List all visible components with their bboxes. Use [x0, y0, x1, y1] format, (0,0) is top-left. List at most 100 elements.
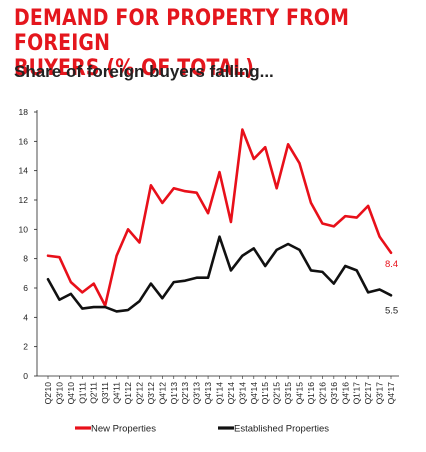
data-point: [92, 306, 95, 308]
x-tick-label: Q4'14: [249, 382, 259, 405]
data-point: [115, 310, 118, 313]
y-tick-label: 8: [23, 254, 28, 264]
x-tick-label: Q2'11: [89, 382, 99, 404]
data-point: [252, 158, 255, 160]
y-tick-label: 2: [23, 342, 28, 352]
data-point: [218, 171, 221, 174]
legend-established-properties: Established Properties: [234, 424, 329, 435]
data-point: [184, 279, 187, 282]
chart-subtitle: Share of foreign buyers falling...: [14, 62, 274, 81]
data-point: [58, 256, 61, 259]
y-tick-label: 12: [19, 195, 29, 205]
chart-title: DEMAND FOR PROPERTY FROM FOREIGN BUYERS …: [14, 6, 350, 81]
x-tick-label: Q2'17: [363, 382, 373, 405]
data-point: [150, 184, 152, 187]
y-tick-label: 6: [23, 283, 28, 293]
x-tick-label: Q2'14: [226, 382, 236, 405]
data-point: [355, 216, 358, 219]
data-point: [150, 282, 152, 285]
data-point: [69, 281, 72, 284]
data-point: [115, 254, 118, 257]
data-point: [230, 269, 232, 272]
data-point: [367, 291, 370, 294]
data-point: [161, 202, 164, 204]
x-tick-label: Q2'13: [180, 382, 190, 405]
y-tick-label: 16: [19, 136, 29, 146]
data-point: [344, 215, 347, 218]
data-point: [390, 251, 392, 254]
data-point: [58, 298, 61, 301]
end-label: 8.4: [385, 259, 398, 270]
data-point: [138, 300, 141, 303]
x-tick-label: Q2'12: [134, 382, 144, 405]
x-tick-label: Q3'13: [192, 382, 202, 405]
x-tick-label: Q4'15: [295, 382, 305, 405]
data-point: [218, 235, 221, 238]
data-point: [207, 212, 209, 215]
data-point: [104, 306, 107, 308]
data-point: [367, 204, 370, 207]
data-point: [344, 265, 347, 267]
x-tick-label: Q2'10: [43, 382, 53, 405]
data-point: [127, 309, 129, 311]
data-point: [298, 162, 301, 165]
x-tick-label: Q1'14: [215, 382, 225, 405]
x-tick-label: Q3'11: [100, 382, 110, 404]
x-tick-label: Q3'16: [329, 382, 339, 405]
x-tick-label: Q3'15: [283, 382, 293, 405]
data-point: [195, 276, 198, 279]
data-point: [47, 278, 49, 281]
x-tick-label: Q4'17: [386, 382, 396, 405]
data-point: [127, 228, 129, 231]
data-point: [355, 269, 358, 272]
data-point: [275, 187, 278, 190]
y-tick-label: 10: [19, 224, 29, 234]
data-point: [241, 254, 244, 257]
y-tick-label: 0: [23, 371, 28, 381]
data-point: [378, 235, 381, 238]
series-line-established-properties: [46, 235, 393, 313]
data-point: [275, 248, 278, 251]
data-point: [81, 291, 84, 294]
data-point: [241, 128, 244, 131]
data-point: [321, 222, 324, 225]
x-tick-label: Q4'12: [157, 382, 167, 405]
series-line-new-properties: [46, 128, 393, 307]
x-tick-label: Q1'11: [77, 382, 87, 404]
x-tick-label: Q4'16: [340, 382, 350, 405]
data-point: [184, 190, 187, 193]
data-point: [69, 292, 72, 295]
x-tick-label: Q3'17: [375, 382, 385, 405]
x-tick-label: Q3'10: [54, 382, 64, 405]
data-point: [195, 191, 198, 194]
data-point: [252, 247, 255, 250]
x-tick-label: Q1'12: [123, 382, 133, 405]
x-tick-label: Q4'10: [66, 382, 76, 405]
x-tick-label: Q1'17: [352, 382, 362, 405]
x-tick-label: Q4'13: [203, 382, 213, 405]
x-tick-label: Q2'16: [317, 382, 327, 405]
data-point: [264, 265, 267, 267]
data-point: [264, 146, 267, 149]
y-tick-label: 4: [23, 312, 28, 322]
x-tick-label: Q3'12: [146, 382, 156, 405]
x-tick-label: Q2'15: [272, 382, 282, 405]
data-point: [207, 276, 209, 279]
data-point: [390, 294, 392, 297]
data-point: [310, 202, 312, 204]
data-point: [332, 225, 335, 228]
data-point: [310, 269, 312, 272]
x-tick-label: Q3'14: [237, 382, 247, 405]
data-point: [172, 281, 175, 284]
data-point: [172, 187, 175, 190]
data-point: [287, 243, 289, 245]
data-point: [321, 270, 324, 273]
x-tick-label: Q1'16: [306, 382, 316, 405]
data-point: [298, 248, 301, 251]
x-tick-label: Q1'15: [260, 382, 270, 405]
data-point: [332, 282, 335, 285]
x-tick-label: Q4'11: [112, 382, 122, 404]
y-tick-label: 18: [19, 107, 29, 117]
data-point: [138, 241, 141, 244]
